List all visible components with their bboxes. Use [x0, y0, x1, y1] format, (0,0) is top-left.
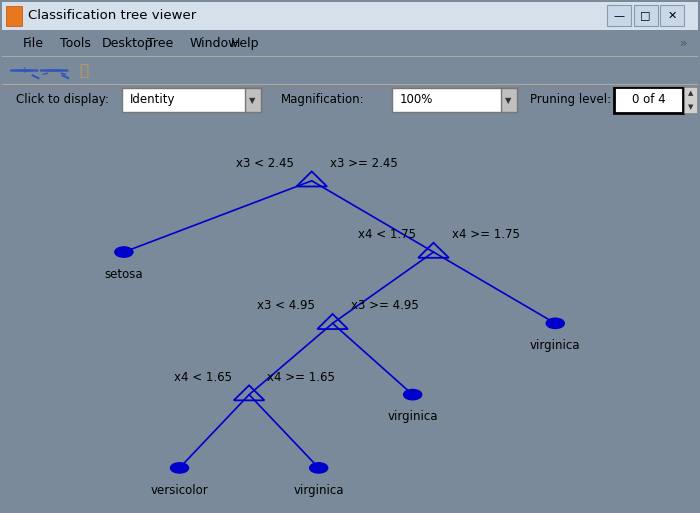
FancyBboxPatch shape	[392, 88, 517, 112]
Circle shape	[309, 463, 328, 473]
Text: 100%: 100%	[400, 93, 433, 106]
FancyBboxPatch shape	[615, 87, 682, 113]
Circle shape	[546, 318, 564, 328]
FancyBboxPatch shape	[608, 5, 631, 26]
Text: ✕: ✕	[668, 11, 677, 21]
Text: Window: Window	[190, 37, 239, 50]
Text: Pruning level:: Pruning level:	[529, 93, 610, 106]
Text: Help: Help	[230, 37, 259, 50]
Text: x3 >= 2.45: x3 >= 2.45	[330, 156, 398, 170]
Text: virginica: virginica	[387, 410, 438, 423]
Text: ▼: ▼	[249, 95, 256, 105]
Text: +: +	[20, 66, 28, 75]
Circle shape	[404, 389, 421, 400]
Text: 0 of 4: 0 of 4	[631, 93, 665, 106]
Text: x4 >= 1.65: x4 >= 1.65	[267, 370, 335, 384]
Text: setosa: setosa	[104, 268, 144, 281]
Text: Desktop: Desktop	[102, 37, 153, 50]
FancyBboxPatch shape	[2, 2, 698, 30]
Text: virginica: virginica	[293, 484, 344, 497]
Text: ▼: ▼	[505, 95, 512, 105]
Text: x3 >= 4.95: x3 >= 4.95	[351, 299, 419, 312]
Text: versicolor: versicolor	[150, 484, 209, 497]
Text: Tree: Tree	[147, 37, 173, 50]
Text: Classification tree viewer: Classification tree viewer	[28, 9, 196, 22]
FancyBboxPatch shape	[634, 5, 657, 26]
FancyBboxPatch shape	[501, 88, 517, 112]
Text: virginica: virginica	[530, 339, 580, 352]
FancyBboxPatch shape	[660, 5, 684, 26]
Text: x3 < 4.95: x3 < 4.95	[258, 299, 315, 312]
Text: File: File	[23, 37, 44, 50]
Text: ▲: ▲	[687, 90, 693, 96]
Circle shape	[171, 463, 188, 473]
FancyBboxPatch shape	[122, 88, 261, 112]
Text: x3 < 2.45: x3 < 2.45	[237, 156, 294, 170]
Text: ▼: ▼	[687, 104, 693, 110]
Text: Click to display:: Click to display:	[16, 93, 109, 106]
Text: x4 < 1.75: x4 < 1.75	[358, 228, 416, 241]
FancyBboxPatch shape	[245, 88, 261, 112]
FancyBboxPatch shape	[684, 87, 696, 113]
Text: x4 >= 1.75: x4 >= 1.75	[452, 228, 519, 241]
Text: Tools: Tools	[60, 37, 91, 50]
Text: Magnification:: Magnification:	[281, 93, 364, 106]
Text: □: □	[640, 11, 651, 21]
Text: »: »	[680, 37, 687, 50]
Text: Identity: Identity	[130, 93, 175, 106]
FancyBboxPatch shape	[6, 6, 22, 26]
Text: —: —	[614, 11, 625, 21]
Circle shape	[115, 247, 133, 257]
Text: ✋: ✋	[80, 64, 89, 78]
Text: x4 < 1.65: x4 < 1.65	[174, 370, 232, 384]
